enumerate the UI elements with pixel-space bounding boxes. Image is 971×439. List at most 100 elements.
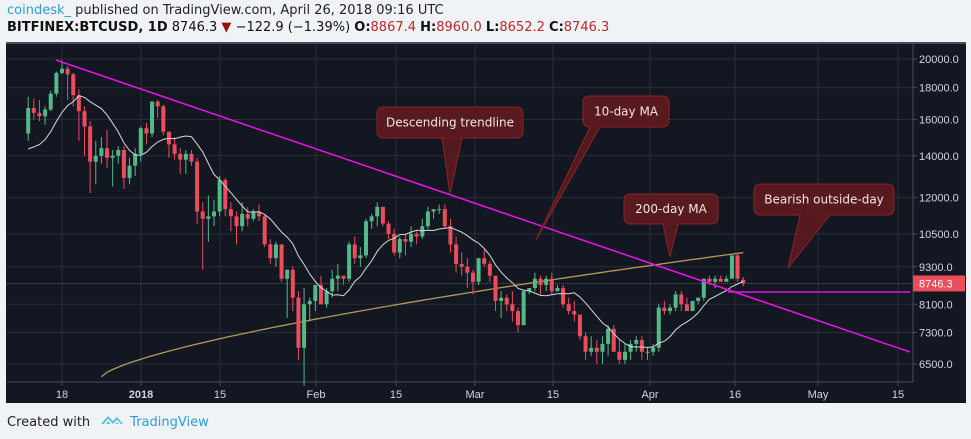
candle-body[interactable] <box>707 278 712 282</box>
candle-body[interactable] <box>26 107 31 134</box>
candle-body[interactable] <box>121 150 126 178</box>
candle-body[interactable] <box>189 153 194 162</box>
tradingview-link[interactable]: TradingView <box>130 414 209 430</box>
candle-body[interactable] <box>459 263 464 267</box>
candle-body[interactable] <box>487 263 492 276</box>
candle-body[interactable] <box>99 148 104 156</box>
candle-body[interactable] <box>606 328 611 344</box>
candle-body[interactable] <box>110 155 115 158</box>
candle-body[interactable] <box>566 304 571 312</box>
candle-body[interactable] <box>138 128 143 154</box>
candle-body[interactable] <box>59 68 64 73</box>
candle-body[interactable] <box>245 213 250 219</box>
candle-body[interactable] <box>532 278 537 289</box>
candle-body[interactable] <box>634 340 639 344</box>
candle-body[interactable] <box>679 294 684 305</box>
candle-body[interactable] <box>628 343 633 352</box>
candle-body[interactable] <box>200 211 205 219</box>
candle-body[interactable] <box>82 111 87 127</box>
candle-body[interactable] <box>234 216 239 227</box>
candle-body[interactable] <box>352 244 357 259</box>
candle-body[interactable] <box>375 206 380 217</box>
candle-body[interactable] <box>172 144 177 154</box>
candle-body[interactable] <box>268 244 273 259</box>
candle-body[interactable] <box>31 107 36 113</box>
candle-body[interactable] <box>364 221 368 256</box>
candle-body[interactable] <box>431 209 436 212</box>
candle-body[interactable] <box>420 226 425 237</box>
candle-body[interactable] <box>521 291 526 326</box>
candle-body[interactable] <box>639 340 644 352</box>
candle-body[interactable] <box>589 347 594 352</box>
candle-body[interactable] <box>183 153 188 160</box>
candle-body[interactable] <box>206 216 211 219</box>
candle-body[interactable] <box>425 211 430 227</box>
candle-body[interactable] <box>228 209 233 217</box>
candle-body[interactable] <box>240 213 245 227</box>
candle-body[interactable] <box>713 278 718 282</box>
candle-body[interactable] <box>105 148 110 158</box>
candle-body[interactable] <box>516 311 521 326</box>
candle-body[interactable] <box>380 206 385 224</box>
candle-body[interactable] <box>273 244 278 259</box>
candle-body[interactable] <box>656 307 661 348</box>
candle-body[interactable] <box>527 288 532 292</box>
candle-body[interactable] <box>178 153 183 160</box>
candle-body[interactable] <box>392 233 397 253</box>
candle-body[interactable] <box>223 180 228 210</box>
candle-body[interactable] <box>735 255 740 279</box>
candle-body[interactable] <box>48 93 53 110</box>
candle-body[interactable] <box>358 255 363 259</box>
candle-body[interactable] <box>470 272 475 282</box>
candle-body[interactable] <box>330 278 335 292</box>
candle-body[interactable] <box>555 288 560 292</box>
candle-body[interactable] <box>211 211 216 217</box>
candle-body[interactable] <box>538 278 543 285</box>
candle-body[interactable] <box>144 128 149 134</box>
candle-body[interactable] <box>414 233 419 237</box>
candle-body[interactable] <box>133 153 138 166</box>
candle-body[interactable] <box>549 278 554 292</box>
candle-body[interactable] <box>493 275 498 301</box>
candle-body[interactable] <box>724 278 729 282</box>
candle-body[interactable] <box>150 101 155 134</box>
candle-body[interactable] <box>622 351 627 360</box>
callout-box[interactable] <box>582 95 670 128</box>
candle-body[interactable] <box>217 180 222 212</box>
candle-body[interactable] <box>448 226 453 245</box>
candle-body[interactable] <box>442 209 447 227</box>
candle-body[interactable] <box>43 109 48 117</box>
candle-body[interactable] <box>651 347 656 352</box>
candle-body[interactable] <box>307 300 312 305</box>
candle-body[interactable] <box>465 266 470 273</box>
candle-body[interactable] <box>251 211 256 219</box>
candle-body[interactable] <box>127 165 132 178</box>
candle-body[interactable] <box>262 216 267 245</box>
candle-body[interactable] <box>583 336 588 352</box>
candle-body[interactable] <box>386 223 391 234</box>
candle-body[interactable] <box>335 275 340 279</box>
candle-body[interactable] <box>611 328 616 352</box>
candle-body[interactable] <box>54 72 59 94</box>
candle-body[interactable] <box>161 106 166 132</box>
candle-body[interactable] <box>476 258 481 282</box>
candle-body[interactable] <box>88 126 93 162</box>
candle-body[interactable] <box>313 284 318 301</box>
candle-body[interactable] <box>510 304 515 312</box>
candle-body[interactable] <box>454 244 459 264</box>
candle-body[interactable] <box>285 269 290 279</box>
candle-body[interactable] <box>409 233 414 242</box>
tradingview-logo-icon[interactable] <box>100 413 124 431</box>
candle-body[interactable] <box>729 255 734 279</box>
candle-body[interactable] <box>482 258 487 264</box>
candle-body[interactable] <box>561 288 566 305</box>
candle-body[interactable] <box>93 155 98 162</box>
candle-body[interactable] <box>718 278 723 282</box>
candle-body[interactable] <box>600 343 605 352</box>
candle-body[interactable] <box>645 351 650 353</box>
candle-body[interactable] <box>279 244 284 279</box>
candle-body[interactable] <box>347 244 352 279</box>
candle-body[interactable] <box>397 239 402 253</box>
candle-body[interactable] <box>116 150 121 156</box>
publisher-link[interactable]: coindesk_ <box>7 3 72 18</box>
